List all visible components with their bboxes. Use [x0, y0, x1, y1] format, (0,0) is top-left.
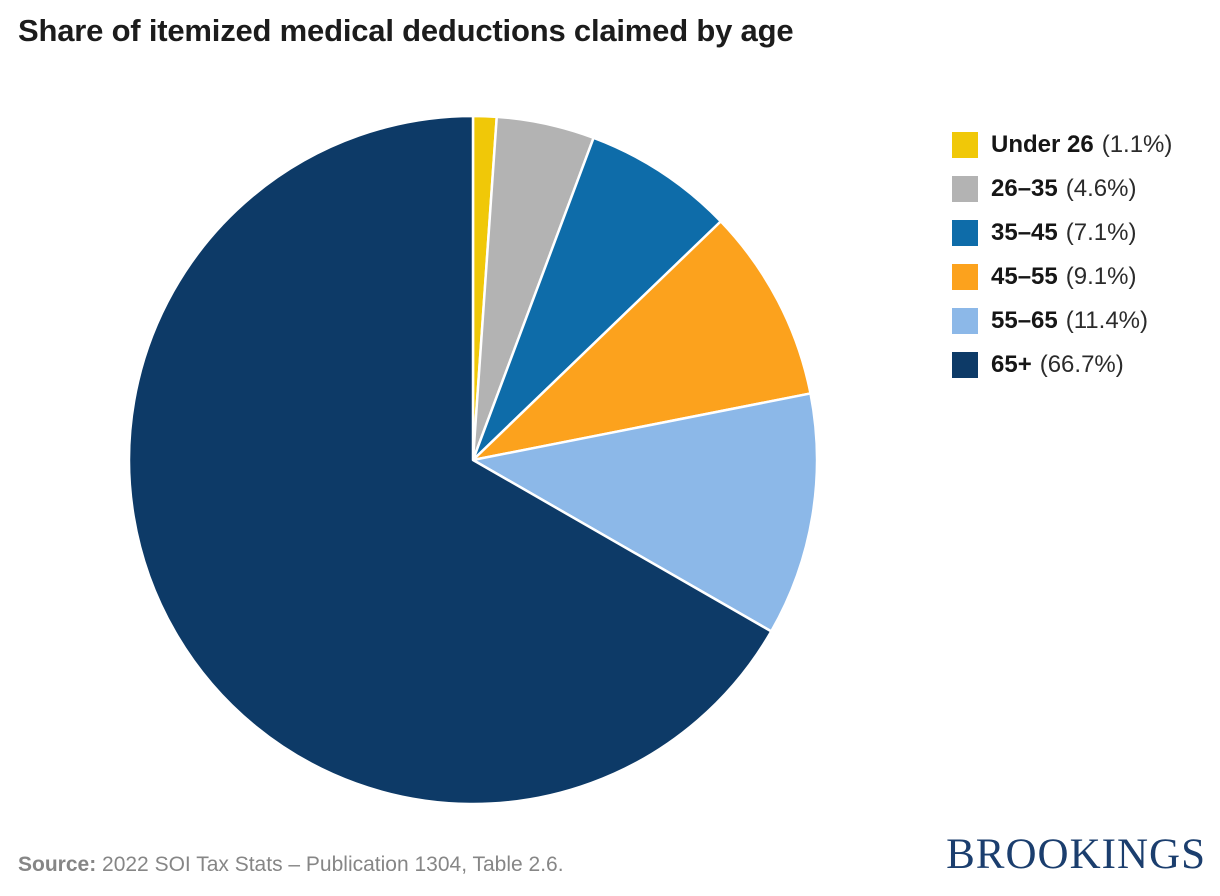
legend-item-26-35: 26–35 (4.6%): [952, 175, 1172, 202]
pie-slice-35-45: [471, 136, 723, 462]
pie-slice-45-55: [471, 220, 812, 462]
legend-swatch-26-35: [952, 176, 978, 202]
legend-value: (66.7%): [1039, 351, 1124, 378]
pie-chart-area: [127, 114, 819, 806]
legend-label: 26–35: [991, 175, 1058, 202]
pie-chart: [127, 114, 819, 806]
source-text: 2022 SOI Tax Stats – Publication 1304, T…: [96, 853, 564, 876]
legend-swatch-55-65: [952, 308, 978, 334]
legend-swatch-65-plus: [952, 352, 978, 378]
legend-label: 65+: [991, 351, 1032, 378]
source-label: Source:: [18, 853, 97, 876]
legend-label: 55–65: [991, 307, 1058, 334]
legend-item-45-55: 45–55 (9.1%): [952, 263, 1172, 290]
legend-item-65-plus: 65+ (66.7%): [952, 351, 1172, 378]
legend-value: (4.6%): [1065, 175, 1137, 202]
legend-swatch-45-55: [952, 264, 978, 290]
brookings-wordmark: BROOKINGS: [946, 831, 1206, 878]
pie-slice-65+: [127, 114, 773, 806]
legend-swatch-35-45: [952, 220, 978, 246]
legend-label: 35–45: [991, 219, 1058, 246]
legend: Under 26 (1.1%) 26–35 (4.6%) 35–45 (7.1%…: [952, 131, 1173, 396]
legend-label: Under 26: [991, 131, 1094, 158]
legend-item-under-26: Under 26 (1.1%): [952, 131, 1173, 158]
pie-slice-55-65: [471, 392, 819, 633]
source-line: Source: 2022 SOI Tax Stats – Publication…: [18, 853, 564, 877]
legend-value: (7.1%): [1065, 219, 1137, 246]
legend-item-55-65: 55–65 (11.4%): [952, 307, 1172, 334]
legend-swatch-under-26: [952, 132, 978, 158]
legend-value: (11.4%): [1065, 307, 1149, 334]
legend-value: (9.1%): [1065, 263, 1137, 290]
legend-item-35-45: 35–45 (7.1%): [952, 219, 1172, 246]
chart-title: Share of itemized medical deductions cla…: [18, 13, 794, 48]
legend-value: (1.1%): [1101, 131, 1173, 158]
legend-label: 45–55: [991, 263, 1058, 290]
